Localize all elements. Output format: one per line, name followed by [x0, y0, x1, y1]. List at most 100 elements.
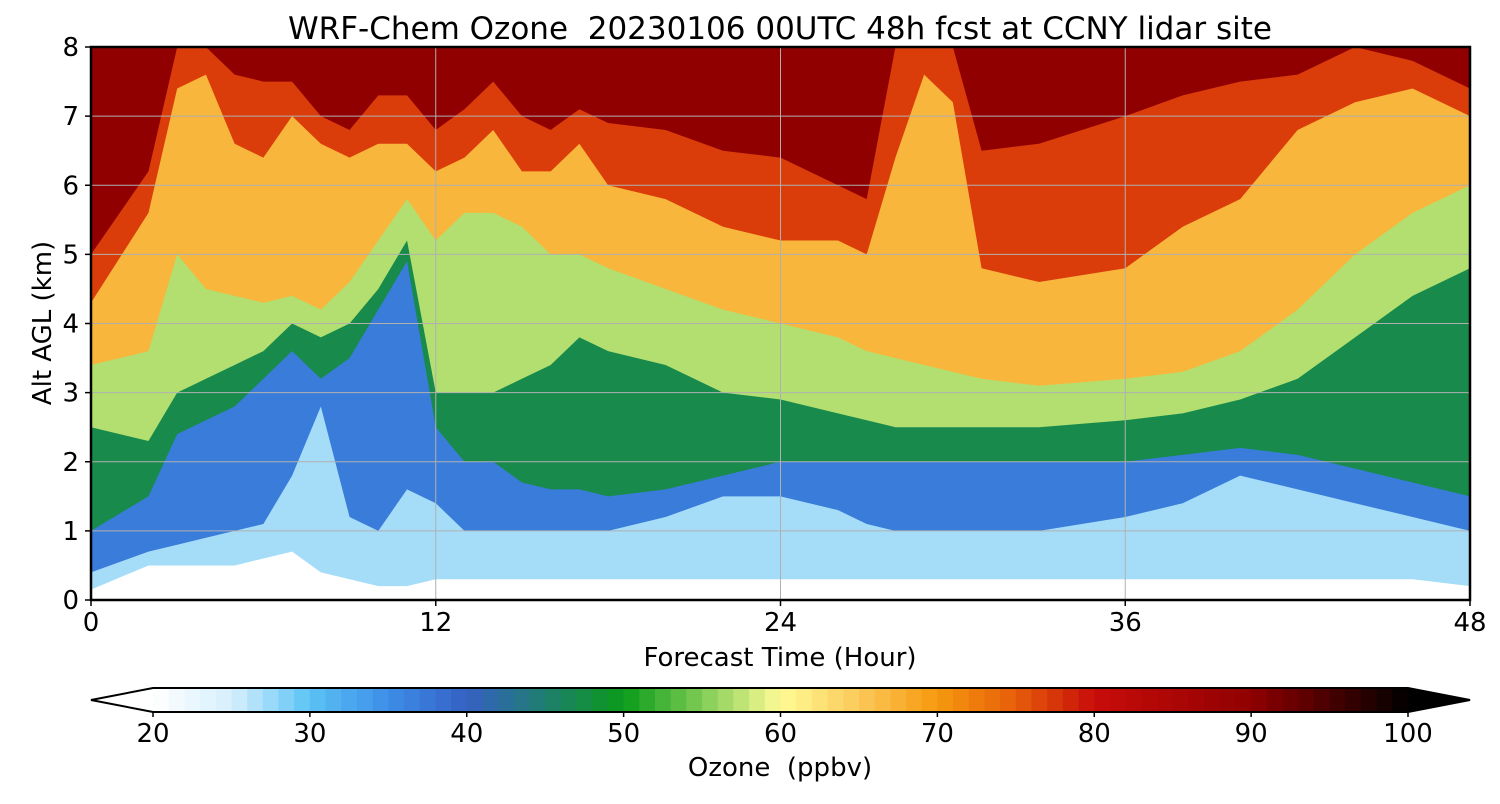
colorbar-swatch [858, 688, 876, 712]
colorbar-swatch [670, 688, 687, 712]
colorbar-swatch [341, 688, 358, 712]
colorbar-tick-label-2: 40 [450, 719, 483, 749]
chart-title: WRF-Chem Ozone 20230106 00UTC 48h fcst a… [288, 11, 1272, 47]
colorbar-swatch [325, 688, 342, 712]
colorbar [90, 687, 1471, 713]
y-axis-label: Alt AGL (km) [28, 241, 58, 405]
colorbar-over-arrow [1408, 688, 1470, 712]
colorbar-swatch [1094, 688, 1111, 712]
colorbar-swatch [466, 688, 484, 712]
colorbar-swatch [639, 688, 656, 712]
colorbar-swatch [1392, 688, 1409, 712]
colorbar-swatch [733, 688, 750, 712]
y-tick-label-3: 3 [62, 379, 79, 409]
y-tick-label-5: 5 [62, 240, 79, 270]
colorbar-swatch [686, 688, 703, 712]
colorbar-swatch [215, 688, 233, 712]
colorbar-swatch [843, 688, 860, 712]
colorbar-swatch [1157, 688, 1174, 712]
colorbar-swatch [607, 688, 625, 712]
colorbar-swatch [153, 688, 170, 712]
colorbar-swatch [451, 688, 468, 712]
colorbar-swatch [1031, 688, 1048, 712]
colorbar-label: Ozone (ppbv) [688, 753, 872, 783]
colorbar-swatch [404, 688, 421, 712]
colorbar-swatch [576, 688, 593, 712]
colorbar-swatch [1282, 688, 1299, 712]
colorbar-swatch [1345, 688, 1362, 712]
x-tick-label-0: 0 [83, 608, 100, 638]
colorbar-swatch [356, 688, 374, 712]
colorbar-swatch [1172, 688, 1189, 712]
colorbar-swatch [623, 688, 640, 712]
colorbar-swatch [1078, 688, 1095, 712]
colorbar-tick-label-0: 20 [136, 719, 169, 749]
colorbar-swatch [372, 688, 389, 712]
colorbar-swatch [780, 688, 797, 712]
colorbar-swatch [262, 688, 280, 712]
colorbar-swatch [388, 688, 405, 712]
colorbar-tick-label-8: 100 [1383, 719, 1433, 749]
y-tick-label-0: 0 [62, 586, 79, 616]
x-tick-label-4: 48 [1453, 608, 1486, 638]
colorbar-swatch [1376, 688, 1393, 712]
colorbar-swatch [906, 688, 923, 712]
colorbar-swatch [1141, 688, 1158, 712]
colorbar-swatch [1109, 688, 1127, 712]
x-axis-ticks: 0 12 24 36 48 [83, 600, 1487, 638]
colorbar-swatch [247, 688, 264, 712]
colorbar-swatch [890, 688, 907, 712]
colorbar-swatch [1015, 688, 1033, 712]
colorbar-swatch [1204, 688, 1221, 712]
colorbar-swatch [513, 688, 531, 712]
y-tick-label-1: 1 [62, 517, 79, 547]
colorbar-swatch [184, 688, 201, 712]
colorbar-swatch [1062, 688, 1080, 712]
colorbar-swatch [545, 688, 562, 712]
colorbar-swatch [1298, 688, 1315, 712]
colorbar-swatch [921, 688, 938, 712]
colorbar-tick-label-3: 50 [607, 719, 640, 749]
colorbar-swatch [592, 688, 609, 712]
colorbar-swatch [435, 688, 452, 712]
colorbar-swatch [1125, 688, 1142, 712]
x-axis-label: Forecast Time (Hour) [643, 643, 916, 673]
colorbar-tick-label-1: 30 [293, 719, 326, 749]
colorbar-swatch [309, 688, 327, 712]
colorbar-swatch [984, 688, 1001, 712]
colorbar-swatch [168, 688, 185, 712]
colorbar-swatch [968, 688, 986, 712]
colorbar-swatch [200, 688, 217, 712]
colorbar-swatch [419, 688, 436, 712]
colorbar-tick-label-6: 80 [1078, 719, 1111, 749]
colorbar-swatch [749, 688, 766, 712]
colorbar-swatch [231, 688, 248, 712]
colorbar-swatch [1219, 688, 1237, 712]
colorbar-swatch [560, 688, 578, 712]
colorbar-swatch [764, 688, 782, 712]
colorbar-swatch [1313, 688, 1331, 712]
y-tick-label-4: 4 [62, 310, 79, 340]
colorbar-under-arrow [91, 688, 153, 712]
y-tick-label-7: 7 [62, 102, 79, 132]
colorbar-swatch [874, 688, 891, 712]
colorbar-swatch [1360, 688, 1378, 712]
x-tick-label-3: 36 [1109, 608, 1142, 638]
colorbar-swatch [498, 688, 515, 712]
colorbar-swatch [1329, 688, 1346, 712]
colorbar-swatch [294, 688, 311, 712]
colorbar-swatch [702, 688, 719, 712]
colorbar-tick-label-5: 70 [921, 719, 954, 749]
colorbar-swatch [1188, 688, 1205, 712]
colorbar-swatch [529, 688, 546, 712]
colorbar-swatch [827, 688, 844, 712]
colorbar-swatch [278, 688, 295, 712]
colorbar-swatch [1047, 688, 1064, 712]
colorbar-swatch [482, 688, 499, 712]
colorbar-ticks: 20 30 40 50 60 70 80 90 100 [136, 712, 1433, 749]
colorbar-swatch [796, 688, 813, 712]
y-tick-label-2: 2 [62, 448, 79, 478]
colorbar-tick-label-7: 90 [1235, 719, 1268, 749]
